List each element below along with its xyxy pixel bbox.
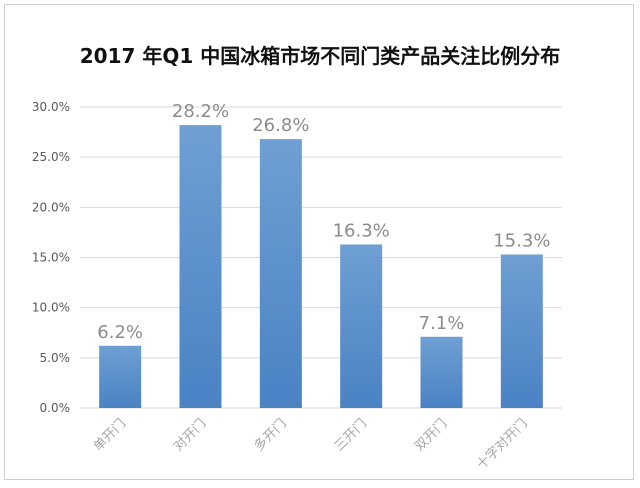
data-label: 26.8% xyxy=(252,115,309,136)
bar xyxy=(179,125,222,408)
bar xyxy=(340,244,383,408)
bar xyxy=(259,139,302,408)
bars xyxy=(99,125,543,408)
data-label: 7.1% xyxy=(419,313,465,334)
bar xyxy=(420,336,463,408)
y-tick-label: 5.0% xyxy=(40,351,71,365)
category-label: 三开门 xyxy=(332,416,370,454)
y-tick-label: 25.0% xyxy=(32,150,70,164)
gridlines xyxy=(80,106,562,409)
bar xyxy=(99,345,142,408)
bar xyxy=(500,254,543,408)
category-label: 十字对开门 xyxy=(474,416,531,473)
data-label: 28.2% xyxy=(172,101,229,122)
y-tick-label: 15.0% xyxy=(32,251,70,265)
y-tick-label: 0.0% xyxy=(40,401,71,415)
data-label: 15.3% xyxy=(493,230,550,251)
data-label: 6.2% xyxy=(97,322,143,343)
data-label: 16.3% xyxy=(333,220,390,241)
category-label: 双开门 xyxy=(412,416,450,454)
chart-title: 2017 年Q1 中国冰箱市场不同门类产品关注比例分布 xyxy=(79,44,561,68)
category-label: 多开门 xyxy=(251,416,290,455)
data-labels: 6.2% 28.2% 26.8% 16.3% 7.1% 15.3% xyxy=(97,101,550,343)
category-label: 单开门 xyxy=(91,416,129,454)
y-axis-ticks: 0.0% 5.0% 10.0% 15.0% 20.0% 25.0% 30.0% xyxy=(32,100,70,415)
y-tick-label: 10.0% xyxy=(32,301,70,315)
y-tick-label: 20.0% xyxy=(32,200,70,214)
x-axis-categories: 单开门 对开门 多开门 三开门 双开门 十字对开门 xyxy=(91,416,531,473)
y-tick-label: 30.0% xyxy=(32,100,70,114)
category-label: 对开门 xyxy=(171,416,209,454)
